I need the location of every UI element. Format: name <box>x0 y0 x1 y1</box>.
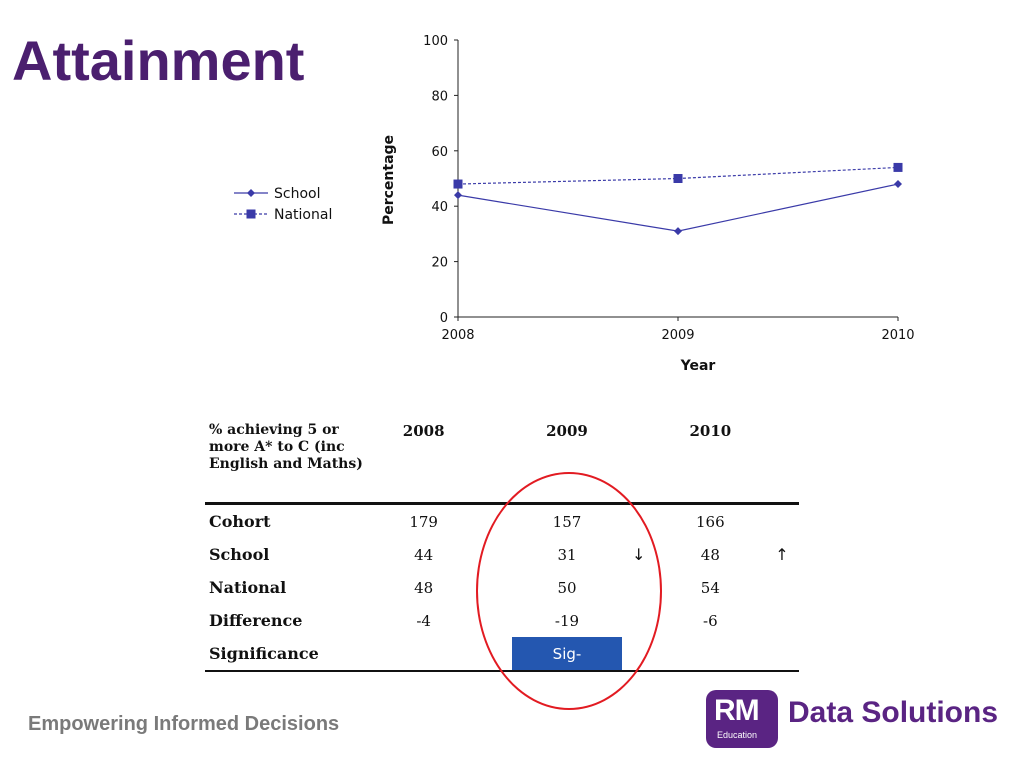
line-chart: 0 20 40 60 80 100 2008 2009 2010 Year Percentage S… <box>234 34 915 374</box>
trend-arrow <box>478 504 512 539</box>
series-line <box>457 183 899 232</box>
tagline: Empowering Informed Decisions <box>28 713 340 735</box>
trend-arrow <box>621 637 656 672</box>
trend-arrow <box>622 604 656 637</box>
table-row-label: Significance <box>205 637 369 672</box>
trend-arrow <box>765 604 799 637</box>
data-point <box>894 180 902 189</box>
table-cell <box>369 637 479 672</box>
x-tick-label: 2008 <box>441 328 474 343</box>
table-cell: 179 <box>409 512 438 531</box>
table-cell: 44 <box>414 545 434 564</box>
logo-badge-text: RM <box>714 694 760 727</box>
table-header-row: % achieving 5 or more A* to C (inc Engli… <box>205 418 799 505</box>
table-cell: Sig- <box>512 637 622 672</box>
data-point <box>246 209 256 219</box>
trend-arrow <box>765 571 799 604</box>
chart-legend: School National <box>234 186 332 223</box>
x-tick-label: 2010 <box>881 328 914 343</box>
data-point <box>247 189 255 197</box>
table-row: Significance Sig- <box>205 637 799 672</box>
attainment-table: % achieving 5 or more A* to C (inc Engli… <box>205 418 799 672</box>
x-axis-label: Year <box>680 358 716 374</box>
trend-arrow: ↑ <box>775 545 789 564</box>
table-cell: 50 <box>557 578 577 597</box>
table-row: School 44 31 ↓ 48 ↑ <box>205 538 799 571</box>
trend-arrow <box>478 637 513 672</box>
trend-arrow <box>478 538 512 571</box>
y-tick-label: 20 <box>431 256 448 271</box>
trend-arrow: ↓ <box>631 545 646 564</box>
table-cell: 31 <box>557 545 577 564</box>
table-cell: 54 <box>700 578 720 597</box>
page-title: Attainment <box>12 29 305 92</box>
table-row: Difference -4 -19 -6 <box>205 604 799 637</box>
table-header-year: 2009 <box>512 418 622 505</box>
trend-arrow <box>622 504 656 539</box>
table-header-arrow-spacer <box>765 418 799 505</box>
table-row: Cohort 179 157 166 <box>205 504 799 539</box>
table-cell: -6 <box>703 611 718 630</box>
trend-arrow <box>765 637 799 672</box>
trend-arrow <box>478 604 512 637</box>
data-point <box>454 191 462 200</box>
table-row-label: National <box>209 578 287 597</box>
legend-label: National <box>274 207 332 223</box>
table-header-arrow-spacer <box>621 418 656 505</box>
y-tick-label: 100 <box>423 34 448 49</box>
logo-text: Data Solutions <box>788 696 999 729</box>
y-tick-label: 60 <box>431 145 448 160</box>
table-row: National 48 50 54 <box>205 571 799 604</box>
table-cell: -4 <box>416 611 431 630</box>
legend-label: School <box>274 186 320 202</box>
table-row-label: Difference <box>209 611 303 630</box>
table-cell: 48 <box>700 545 720 564</box>
y-tick-label: 80 <box>431 89 448 104</box>
logo-badge: RM Education <box>706 690 778 748</box>
data-point <box>674 227 682 236</box>
table-row-label: School <box>209 545 270 564</box>
logo-badge-sub: Education <box>717 730 758 740</box>
table-header-year: 2010 <box>655 418 765 505</box>
chart-axes: 0 20 40 60 80 100 2008 2009 2010 Year Percentage <box>381 34 915 374</box>
table-header-year: 2008 <box>369 418 479 505</box>
trend-arrow <box>765 504 799 539</box>
trend-arrow <box>478 571 512 604</box>
data-point <box>673 174 683 183</box>
table-header-label: % achieving 5 or more A* to C (inc Engli… <box>205 418 369 505</box>
table-cell: -19 <box>554 611 580 630</box>
table-cell: 48 <box>414 578 434 597</box>
chart-series <box>453 162 903 236</box>
y-tick-label: 40 <box>431 200 448 215</box>
table-cell <box>655 637 765 672</box>
table-row-label: Cohort <box>209 512 271 531</box>
table-cell: 157 <box>552 512 582 531</box>
trend-arrow <box>622 571 656 604</box>
table-header-arrow-spacer <box>478 418 513 505</box>
x-tick-label: 2009 <box>661 328 694 343</box>
y-axis-label: Percentage <box>381 135 397 225</box>
data-point <box>453 179 463 189</box>
data-point <box>893 162 903 172</box>
table-cell: 166 <box>696 512 725 531</box>
y-tick-label: 0 <box>440 311 448 326</box>
